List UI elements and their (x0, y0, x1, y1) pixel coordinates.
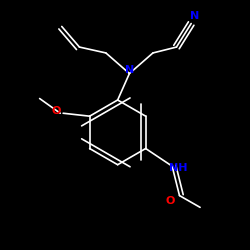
Text: N: N (190, 11, 199, 21)
Text: N: N (125, 65, 134, 75)
Text: O: O (51, 106, 60, 116)
Text: O: O (166, 196, 175, 206)
Text: NH: NH (169, 163, 188, 173)
